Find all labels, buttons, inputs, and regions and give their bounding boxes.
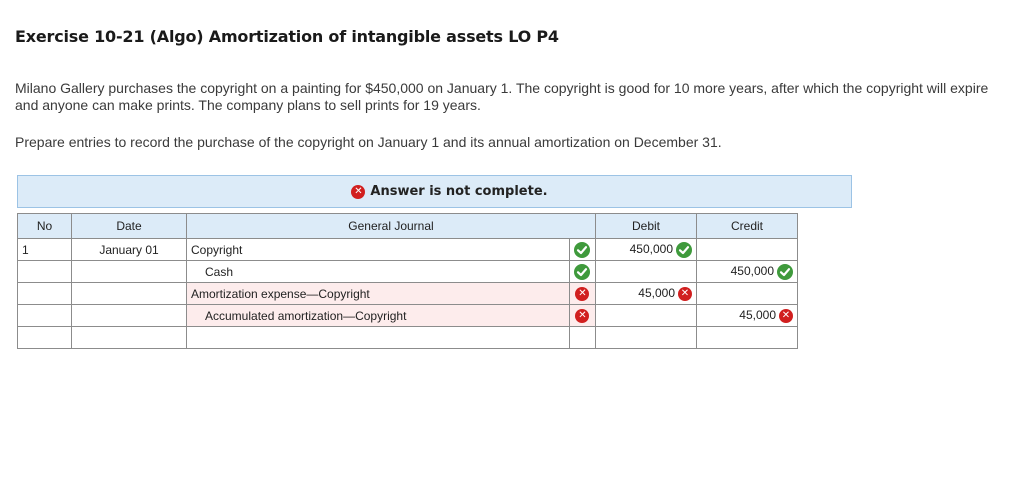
correct-check-icon: [574, 241, 591, 258]
date-cell[interactable]: [71, 326, 187, 349]
row-status: [568, 326, 597, 349]
account-cell[interactable]: Cash: [186, 260, 570, 283]
account-name: Cash: [205, 264, 234, 279]
credit-amount: 45,000: [739, 308, 776, 323]
debit-amount: 450,000: [629, 241, 673, 256]
credit-cell[interactable]: 450,000: [696, 260, 798, 283]
header-general-journal: General Journal: [186, 213, 596, 239]
row-status: [568, 260, 597, 283]
account-name: Amortization expense—Copyright: [191, 286, 370, 301]
debit-cell[interactable]: 450,000: [595, 238, 697, 261]
general-journal-table: No Date General Journal Debit Credit 1 Ja…: [17, 213, 798, 349]
table-header-row: No Date General Journal Debit Credit: [17, 213, 798, 239]
table-row: 1 January 01 Copyright 450,000: [17, 238, 798, 261]
header-debit: Debit: [595, 213, 697, 239]
problem-description: Milano Gallery purchases the copyright o…: [15, 80, 989, 113]
header-credit: Credit: [696, 213, 798, 239]
debit-cell[interactable]: [595, 326, 697, 349]
date-cell[interactable]: January 01: [71, 238, 187, 261]
credit-cell[interactable]: [696, 238, 798, 261]
date-cell[interactable]: [71, 304, 187, 327]
credit-amount: 450,000: [730, 263, 774, 278]
debit-cell[interactable]: [595, 260, 697, 283]
instructions: Prepare entries to record the purchase o…: [15, 134, 722, 150]
correct-check-icon: [574, 263, 591, 280]
correct-check-icon: [777, 263, 793, 280]
debit-cell[interactable]: 45,000 ✕: [595, 282, 697, 305]
table-row: [17, 326, 798, 349]
date-cell[interactable]: [71, 260, 187, 283]
credit-cell[interactable]: [696, 326, 798, 349]
entry-number: 1: [17, 238, 72, 261]
debit-cell[interactable]: [595, 304, 697, 327]
incorrect-x-icon: ✕: [678, 286, 692, 301]
answer-status-text: Answer is not complete.: [370, 184, 548, 199]
date-cell[interactable]: [71, 282, 187, 305]
row-status: ✕: [568, 304, 597, 327]
entry-number: [17, 304, 72, 327]
header-no: No: [17, 213, 72, 239]
account-name: Accumulated amortization—Copyright: [205, 308, 407, 323]
entry-number: [17, 282, 72, 305]
entry-number: [17, 260, 72, 283]
table-row: Cash 450,000: [17, 260, 798, 283]
credit-cell[interactable]: 45,000 ✕: [696, 304, 798, 327]
debit-amount: 45,000: [638, 286, 675, 301]
table-row: Amortization expense—Copyright ✕ 45,000 ✕: [17, 282, 798, 305]
incorrect-icon: ✕: [351, 184, 366, 199]
account-cell[interactable]: Accumulated amortization—Copyright: [186, 304, 570, 327]
account-cell[interactable]: [186, 326, 570, 349]
entry-number: [17, 326, 72, 349]
incorrect-x-icon: ✕: [575, 286, 590, 301]
account-name: Copyright: [191, 242, 243, 257]
credit-cell[interactable]: [696, 282, 798, 305]
header-date: Date: [71, 213, 187, 239]
incorrect-x-icon: ✕: [779, 308, 793, 323]
exercise-title: Exercise 10-21 (Algo) Amortization of in…: [15, 27, 559, 46]
table-row: Accumulated amortization—Copyright ✕ 45,00…: [17, 304, 798, 327]
row-status: [568, 238, 597, 261]
answer-status-banner: ✕ Answer is not complete.: [17, 175, 852, 208]
correct-check-icon: [676, 241, 692, 258]
account-cell[interactable]: Amortization expense—Copyright: [186, 282, 570, 305]
incorrect-x-icon: ✕: [575, 308, 590, 323]
account-cell[interactable]: Copyright: [186, 238, 570, 261]
row-status: ✕: [568, 282, 597, 305]
